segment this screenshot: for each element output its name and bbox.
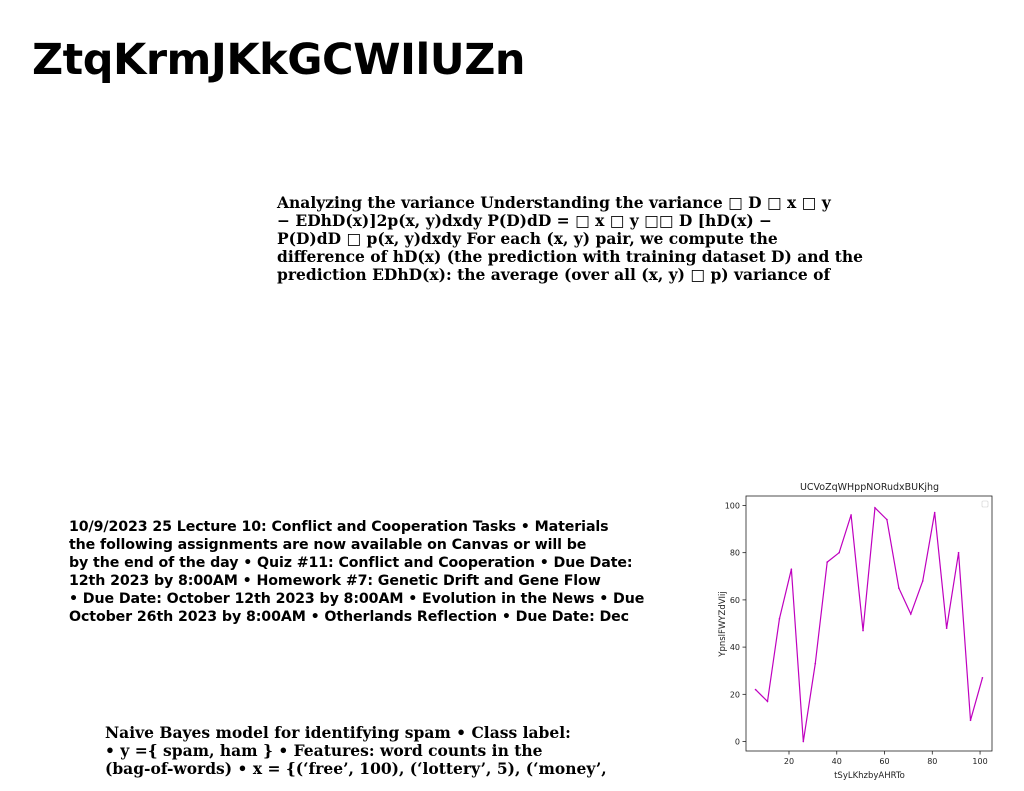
data-point	[969, 719, 972, 722]
data-point	[802, 740, 805, 743]
data-point	[945, 627, 948, 630]
data-point	[909, 613, 912, 615]
data-point	[826, 561, 829, 563]
data-point	[981, 677, 984, 679]
text-line: October 26th 2023 by 8:00AM • Otherlands…	[69, 609, 629, 625]
data-point	[850, 514, 852, 516]
x-tick-label: 40	[832, 757, 842, 766]
text-line: − EDhD(x)]2p(x, y)dxdy P(D)dD = □ x □ y …	[277, 211, 773, 230]
y-tick-label: 20	[730, 690, 740, 699]
line-chart: UCVoZqWHppNORudxBUKjhg tSyLKhzbyAHRTo Yp…	[700, 474, 1010, 786]
page-title: ZtqKrmJKkGCWIlUZn	[32, 35, 526, 85]
x-tick-label: 100	[972, 757, 987, 766]
x-axis-label: tSyLKhzbyAHRTo	[834, 771, 905, 781]
y-tick-label: 40	[730, 643, 740, 652]
text-line: prediction EDhD(x): the average (over al…	[277, 265, 831, 284]
data-points	[754, 507, 984, 743]
plot-frame	[745, 495, 993, 752]
chart-title: UCVoZqWHppNORudxBUKjhg	[800, 482, 939, 493]
y-tick-label: 0	[735, 738, 740, 747]
x-tick-label: 80	[927, 757, 937, 766]
y-tick-label: 60	[730, 596, 740, 605]
data-point	[933, 511, 936, 514]
data-point	[754, 688, 757, 691]
data-point	[886, 518, 888, 521]
text-line: the following assignments are now availa…	[69, 537, 587, 553]
variance-text-block: Analyzing the variance Understanding the…	[277, 194, 863, 284]
data-point	[766, 700, 769, 703]
y-axis-label: YpnslFWYZdVIij	[718, 591, 728, 658]
chart-svg: UCVoZqWHppNORudxBUKjhg tSyLKhzbyAHRTo Yp…	[718, 482, 993, 781]
x-tick-label: 20	[784, 757, 794, 766]
text-line: P(D)dD □ p(x, y)dxdy For each (x, y) pai…	[277, 229, 778, 248]
y-tick-label: 80	[730, 549, 740, 558]
data-point	[838, 551, 840, 554]
data-point	[957, 551, 960, 554]
text-line: • Due Date: October 12th 2023 by 8:00AM …	[69, 591, 645, 607]
text-line: Naive Bayes model for identifying spam •…	[105, 723, 571, 742]
data-point	[874, 507, 876, 509]
lecture-text-block: 10/9/2023 25 Lecture 10: Conflict and Co…	[69, 518, 644, 626]
text-line: • y ={ spam, ham } • Features: word coun…	[105, 741, 543, 760]
data-point	[814, 662, 817, 665]
text-line: Analyzing the variance Understanding the…	[277, 193, 831, 212]
data-point	[921, 580, 924, 582]
naive-bayes-text-block: Naive Bayes model for identifying spam •…	[105, 724, 607, 778]
data-point	[790, 568, 793, 570]
text-line: difference of hD(x) (the prediction with…	[277, 247, 864, 266]
text-line: by the end of the day • Quiz #11: Confli…	[69, 555, 633, 571]
text-line: (bag-of-words) • x = {(‘free’, 100), (‘l…	[105, 759, 607, 778]
text-line: 10/9/2023 25 Lecture 10: Conflict and Co…	[69, 519, 609, 535]
legend-box	[981, 500, 989, 508]
data-point	[862, 629, 864, 632]
y-tick-label: 100	[725, 501, 740, 510]
data-point	[898, 587, 900, 589]
series-line	[755, 506, 984, 742]
x-tick-label: 60	[879, 757, 889, 766]
axis-ticks: 20 40 60 80 100 0 20 40 60 80 100	[725, 501, 988, 766]
text-line: 12th 2023 by 8:00AM • Homework #7: Genet…	[69, 573, 601, 589]
data-point	[778, 617, 781, 620]
